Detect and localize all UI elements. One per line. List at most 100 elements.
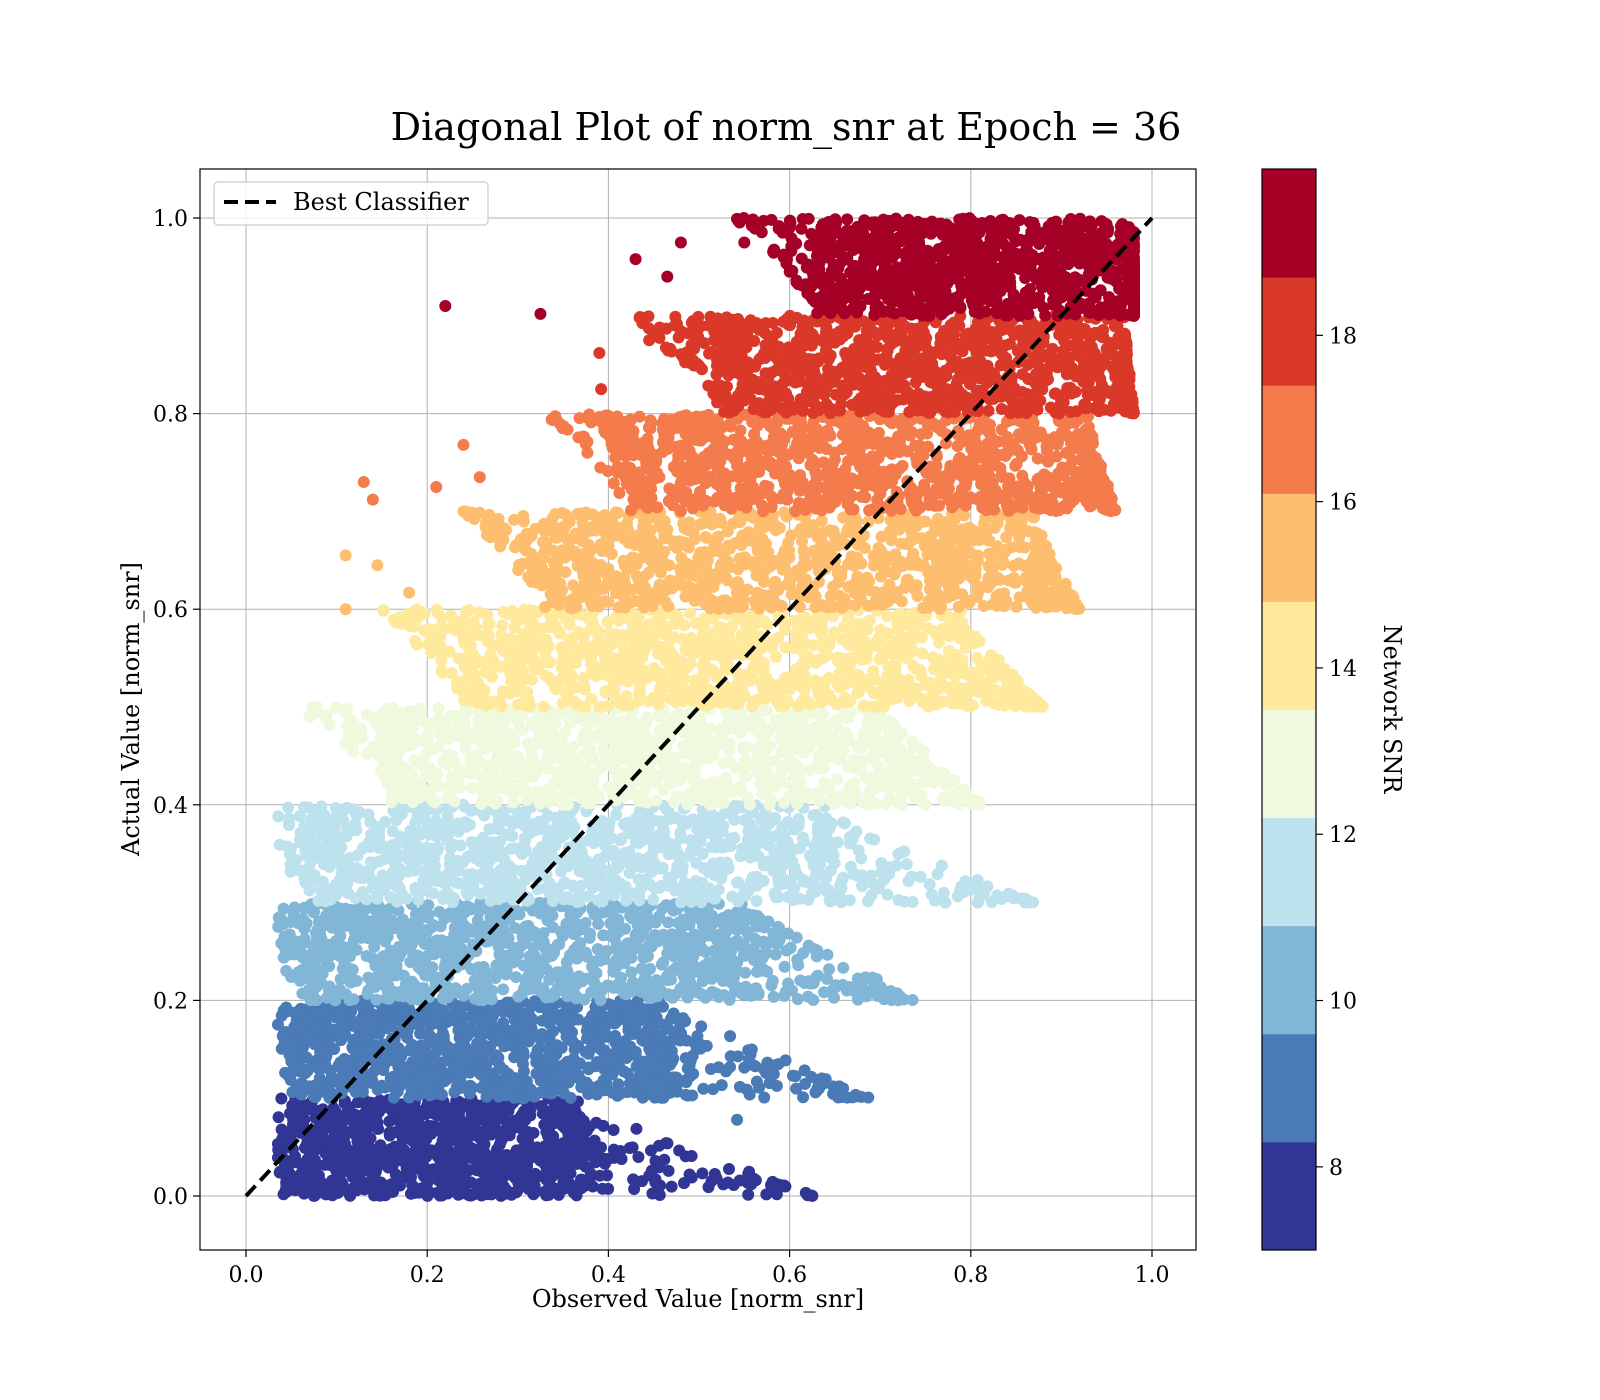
scatter-point [468,1012,481,1025]
scatter-point [638,783,651,796]
scatter-point [649,1176,662,1189]
scatter-point [769,948,782,961]
scatter-point [662,1164,675,1177]
scatter-point [504,878,517,891]
scatter-point [517,959,530,972]
scatter-point [600,833,613,846]
scatter-point [451,720,464,733]
scatter-point [303,862,316,875]
scatter-point [359,1177,372,1190]
scatter-point [351,1141,364,1154]
scatter-point [677,969,690,982]
scatter-point [423,1089,436,1102]
scatter-point [524,1168,537,1181]
scatter-point [540,852,553,865]
scatter-point [722,1163,735,1176]
scatter-point [584,794,597,807]
scatter-point [620,1052,633,1065]
scatter-point [523,862,536,875]
scatter-point [593,1169,606,1182]
scatter-point [779,1054,792,1067]
scatter-point [643,992,656,1005]
scatter-point [760,1188,773,1201]
scatter-point [534,1154,547,1167]
scatter-point [627,1173,640,1186]
scatter-point [506,829,519,842]
scatter-point [486,836,499,849]
scatter-point [428,1054,441,1067]
scatter-point [559,1142,572,1155]
scatter-point [520,1075,533,1088]
scatter-point [471,914,484,927]
scatter-point [383,1115,396,1128]
scatter-point [669,988,682,1001]
scatter-point [393,940,406,953]
scatter-point [494,1061,507,1074]
scatter-point [307,973,320,986]
scatter-point [495,1187,508,1200]
scatter-point [816,728,829,741]
scatter-point [470,1098,483,1111]
scatter-point [300,849,313,862]
scatter-point [787,762,800,775]
scatter-point [534,1074,547,1087]
scatter-point [796,831,809,844]
scatter-point [743,1088,756,1101]
scatter-point [787,893,800,906]
scatter-point [444,1176,457,1189]
scatter-point [758,1091,771,1104]
scatter-point [468,992,481,1005]
scatter-point [813,795,826,808]
scatter-point [422,716,435,729]
scatter-point [434,1156,447,1169]
scatter-point [435,1088,448,1101]
scatter-point [731,876,744,889]
scatter-point [760,936,773,949]
scatter-point [645,734,658,747]
scatter-point [292,917,305,930]
scatter-point [636,1013,649,1026]
scatter-point [630,1122,643,1135]
scatter-point [358,1051,371,1064]
scatter-point [594,872,607,885]
scatter-point [752,850,765,863]
scatter-point [633,890,646,903]
scatter-point [435,1013,448,1026]
scatter-point [750,895,763,908]
scatter-point [492,879,505,892]
scatter-point [338,1146,351,1159]
scatter-point [792,820,805,833]
scatter-point [610,981,623,994]
scatter-point [298,1141,311,1154]
scatter-point [278,1036,291,1049]
scatter-point [516,847,529,860]
scatter-point [601,1011,614,1024]
scatter-point [779,740,792,753]
scatter-point [593,907,606,920]
scatter-point [786,1069,799,1082]
scatter-point [569,1058,582,1071]
scatter-point [742,1044,755,1057]
scatter-point [687,843,700,856]
scatter-point [390,1152,403,1165]
scatter-point [461,1188,474,1201]
scatter-point [897,993,910,1006]
scatter-point [831,721,844,734]
scatter-point [620,1003,633,1016]
scatter-point [955,880,968,893]
scatter-point [686,958,699,971]
scatter-point [513,908,526,921]
scatter-point [806,1189,819,1202]
scatter-point [742,1167,755,1180]
scatter-point [579,1179,592,1192]
scatter-point [275,1139,288,1152]
scatter-point [471,1037,484,1050]
scatter-point [356,1028,369,1041]
scatter-point [571,940,584,953]
scatter-point [807,994,820,1007]
scatter-point [677,1012,690,1025]
scatter-point [326,1043,339,1056]
scatter-point [485,1013,498,1026]
scatter-point [353,806,366,819]
